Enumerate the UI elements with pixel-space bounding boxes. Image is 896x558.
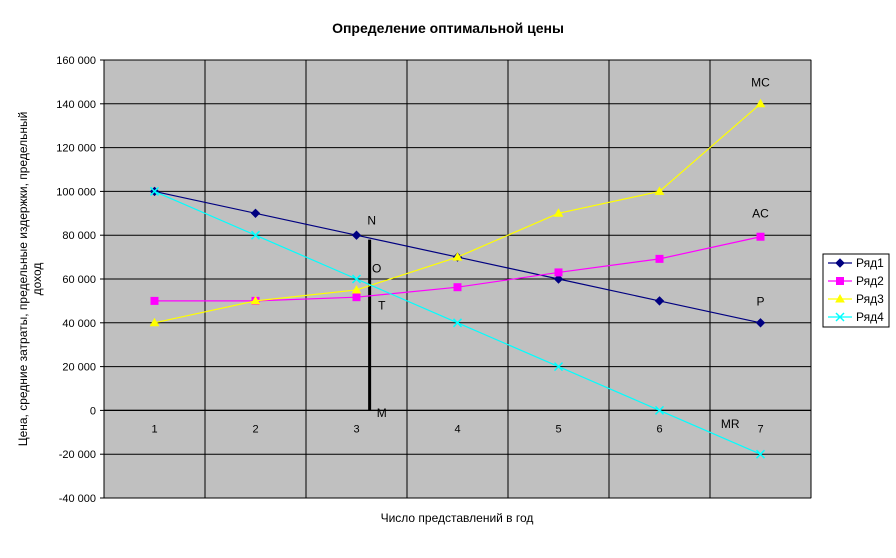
y-axis-ticks: 160 000 140 000 120 000 100 000 80 000 60 000… <box>56 55 104 505</box>
legend-marker <box>835 312 845 322</box>
y-tick-label: 100 000 <box>56 186 96 198</box>
legend-marker <box>836 277 844 285</box>
legend-item: Ряд2 <box>828 274 884 288</box>
series-3 <box>149 98 766 327</box>
data-point <box>554 268 563 277</box>
x-tick-label: 3 <box>353 423 359 435</box>
data-point <box>351 284 362 294</box>
legend-label: Ряд1 <box>856 256 884 270</box>
x-marker-stroke <box>755 449 766 459</box>
legend-box <box>822 253 890 328</box>
annotation-label: O <box>372 261 381 275</box>
legend: Ряд1 Ряд2 Ряд3 Ряд4 <box>822 253 890 328</box>
y-tick-label: 80 000 <box>62 230 96 242</box>
y-tick-label: -20 000 <box>59 449 96 461</box>
data-point <box>553 362 564 372</box>
data-point <box>452 252 463 261</box>
chart-title: Определение оптимальной цены <box>332 20 564 36</box>
data-point <box>654 405 665 415</box>
data-point <box>149 186 160 196</box>
legend-label: Ряд4 <box>856 310 884 324</box>
x-tick-label: 2 <box>252 423 258 435</box>
data-point <box>654 296 665 306</box>
y-tick-label: 120 000 <box>56 143 96 155</box>
annotation-label: T <box>378 299 386 313</box>
data-point <box>553 208 564 217</box>
data-point <box>250 230 261 240</box>
x-axis-ticks: 1 2 3 4 5 6 7 <box>103 410 812 435</box>
data-point <box>149 317 160 327</box>
legend-item: Ряд1 <box>828 256 884 270</box>
x-axis-title: Число представлений в год <box>381 511 534 525</box>
x-tick-label: 5 <box>555 423 561 435</box>
x-tick-label: 4 <box>454 423 460 435</box>
x-marker-stroke <box>351 274 362 284</box>
x-marker-stroke <box>452 318 463 328</box>
annotation-label: MR <box>721 417 740 431</box>
x-tick-label: 7 <box>757 423 763 435</box>
x-tick-label: 1 <box>151 423 157 435</box>
data-point <box>755 449 766 459</box>
data-point <box>453 283 462 292</box>
series-group <box>149 98 766 459</box>
series-4 <box>149 186 766 459</box>
data-point <box>655 254 664 263</box>
y-tick-label: 140 000 <box>56 99 96 111</box>
data-point <box>755 98 766 108</box>
y-tick-label: 40 000 <box>62 318 96 330</box>
y-tick-label: -40 000 <box>59 493 96 505</box>
y-tick-label: 20 000 <box>62 362 96 374</box>
legend-marker <box>835 293 845 303</box>
legend-marker <box>835 258 845 268</box>
grid <box>103 59 812 499</box>
x-marker-stroke <box>654 405 665 415</box>
data-point <box>250 208 261 219</box>
x-marker-stroke <box>553 362 564 372</box>
legend-label: Ряд3 <box>856 292 884 306</box>
legend-item: Ряд3 <box>828 292 884 306</box>
data-point <box>755 318 766 328</box>
y-tick-label: 160 000 <box>56 55 96 67</box>
data-point <box>654 186 665 195</box>
annotations: MC AC P MR N O T M <box>367 75 770 431</box>
data-point <box>553 274 564 284</box>
data-point <box>351 230 362 240</box>
data-point <box>351 274 362 284</box>
data-point <box>250 295 261 305</box>
y-tick-label: 0 <box>90 405 96 417</box>
legend-label: Ряд2 <box>856 274 884 288</box>
annotation-label: M <box>377 406 387 420</box>
data-point <box>352 293 361 302</box>
data-point <box>150 296 159 305</box>
annotation-label: AC <box>752 207 769 221</box>
x-marker-stroke <box>835 312 845 322</box>
x-tick-label: 6 <box>656 423 662 435</box>
x-marker-stroke <box>250 230 261 240</box>
x-marker-stroke <box>149 186 160 196</box>
data-point <box>756 232 765 241</box>
annotation-label: MC <box>751 75 770 89</box>
y-axis-title: Цена, средние затраты, предельные издерж… <box>16 112 44 447</box>
annotation-label: N <box>367 213 376 227</box>
data-point <box>452 318 463 328</box>
annotation-label: P <box>756 294 764 308</box>
legend-item: Ряд4 <box>828 310 884 324</box>
y-tick-label: 60 000 <box>62 274 96 286</box>
